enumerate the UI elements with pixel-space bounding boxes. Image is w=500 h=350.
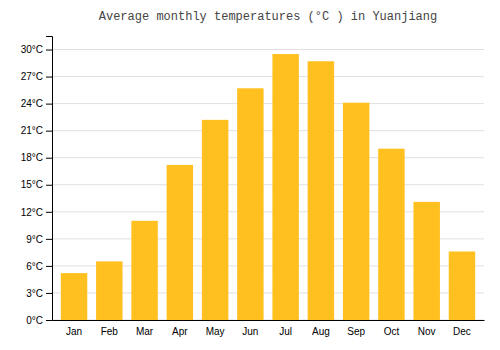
x-tick-label: Sep [347,326,365,337]
x-tick-label: Aug [312,326,330,337]
x-axis-line [53,320,485,321]
bar [272,54,298,320]
x-tick: Feb [101,326,119,337]
x-tick-label: Jun [242,326,258,337]
y-axis: 0°C 3°C 6°C 9°C 12°C 15°C 18°C 21°C 24°C 27°C 30°C [21,37,53,326]
x-tick-label: Mar [136,326,154,337]
bar [96,261,122,320]
x-tick-label: Jul [279,326,292,337]
y-tick-mark [46,239,52,240]
bar [413,202,439,320]
x-tick: Sep [347,326,365,337]
y-tick-label: 3°C [26,288,43,299]
y-tick-mark [46,212,52,213]
x-tick-label: Nov [418,326,436,337]
y-tick: 21°C [21,125,52,136]
x-tick: Jan [66,326,82,337]
y-tick-label: 18°C [21,152,43,163]
bar [449,251,475,320]
grid-line [52,76,484,77]
grid-line [52,157,484,158]
y-tick: 12°C [21,207,52,218]
grid [52,50,484,320]
y-tick-mark [46,158,52,159]
y-tick: 27°C [21,71,52,82]
x-tick: Jul [279,326,292,337]
grid-line [52,184,484,185]
x-tick: Dec [453,326,471,337]
bar [237,88,263,320]
bar [167,165,193,320]
bar [131,221,157,320]
grid-line [52,103,484,104]
y-tick: 9°C [26,234,52,245]
grid-line [52,49,484,50]
x-tick-label: Dec [453,326,471,337]
x-tick-label: Apr [172,326,188,337]
x-tick: Nov [418,326,436,337]
y-tick-label: 6°C [26,261,43,272]
title: Average monthly temperatures (°C ) in Yu… [99,10,437,24]
y-tick: 0°C [26,315,52,326]
bar [61,273,87,320]
x-tick-label: Jan [66,326,82,337]
bar [378,149,404,320]
y-tick-label: 9°C [26,234,43,245]
y-tick-mark [46,104,52,105]
y-axis-line [46,37,53,321]
chart: 0°C 3°C 6°C 9°C 12°C 15°C 18°C 21°C 24°C 27°C 30°C… [0,0,500,350]
y-tick: 15°C [21,179,52,190]
y-tick-mark [46,320,52,321]
bar [308,61,334,320]
bar [202,120,228,320]
x-tick: Mar [136,326,154,337]
grid-line [52,130,484,131]
x-tick: Oct [384,326,400,337]
x-tick-label: Feb [101,326,119,337]
y-tick-mark [46,77,52,78]
x-tick: Aug [312,326,330,337]
x-tick: Apr [172,326,188,337]
y-tick: 3°C [26,288,52,299]
y-tick-mark [46,131,52,132]
y-tick-mark [46,293,52,294]
y-tick-mark [46,266,52,267]
x-tick-label: Oct [384,326,400,337]
y-tick: 30°C [21,44,52,55]
y-tick-label: 15°C [21,179,43,190]
y-tick-mark [46,50,52,51]
x-axis: Jan Feb Mar Apr May Jun Jul Aug Sep Oct Nov Dec [53,321,485,338]
x-tick: Jun [242,326,258,337]
y-tick-label: 27°C [21,71,43,82]
y-tick: 24°C [21,98,52,109]
y-tick: 6°C [26,261,52,272]
y-tick: 18°C [21,152,52,163]
y-tick-label: 0°C [26,315,43,326]
x-tick-label: May [206,326,225,337]
bar [343,103,369,320]
y-tick-mark [46,185,52,186]
y-tick-label: 24°C [21,98,43,109]
y-tick-label: 21°C [21,125,43,136]
y-tick-label: 12°C [21,207,43,218]
plot-area [61,54,475,320]
x-tick: May [206,326,225,337]
y-tick-label: 30°C [21,44,43,55]
